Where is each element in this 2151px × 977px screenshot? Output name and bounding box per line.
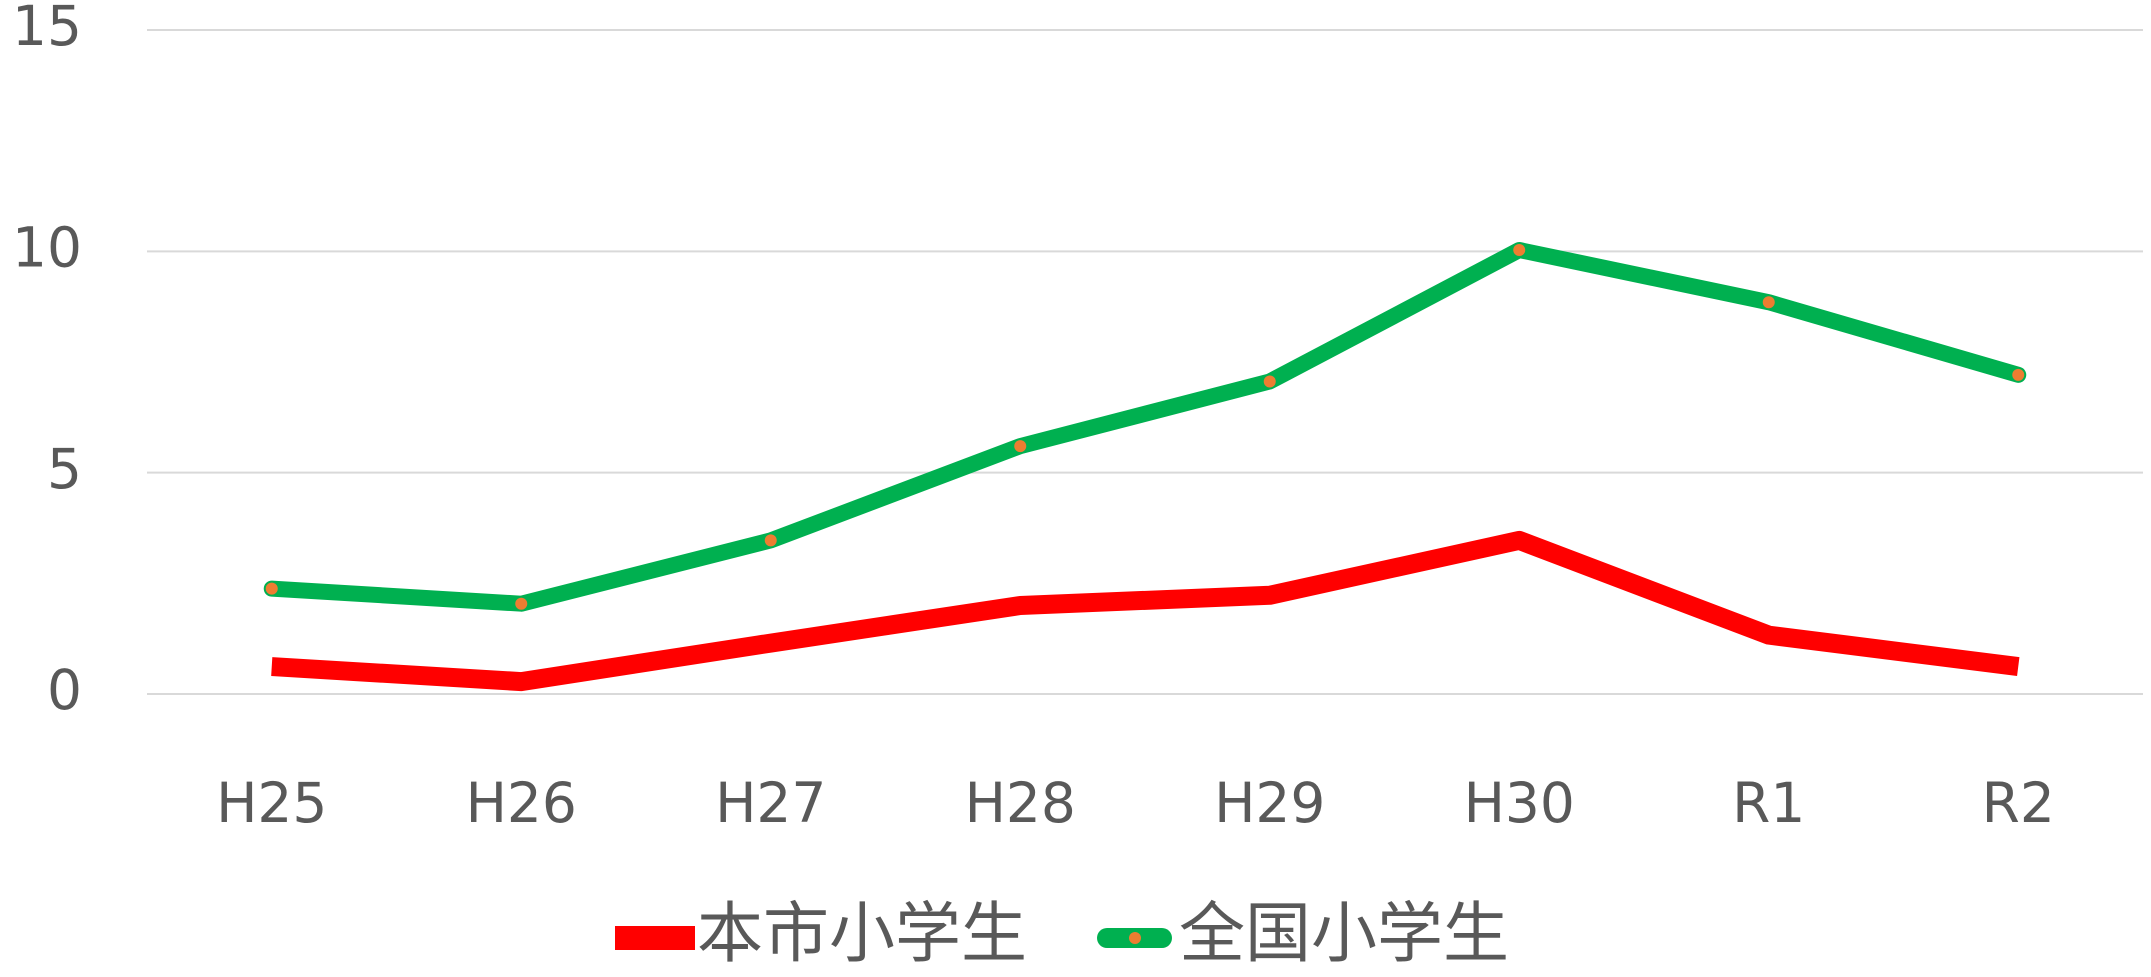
legend-swatch (615, 926, 695, 950)
x-tick-label: R2 (1982, 771, 2055, 835)
legend-marker (1129, 932, 1141, 944)
legend-label: 本市小学生 (697, 895, 1027, 972)
x-tick-label: H26 (466, 771, 577, 835)
x-tick-label: H28 (965, 771, 1076, 835)
x-tick-label: H30 (1464, 771, 1575, 835)
legend-label: 全国小学生 (1179, 895, 1509, 972)
point-marker (1762, 296, 1775, 309)
x-tick-label: H29 (1214, 771, 1325, 835)
point-marker (1263, 375, 1276, 388)
x-tick-label: H25 (216, 771, 327, 835)
point-marker (1014, 440, 1027, 453)
y-tick-label: 5 (47, 437, 82, 501)
y-tick-label: 0 (47, 658, 82, 722)
point-marker (764, 534, 777, 547)
series-line (271, 530, 2020, 692)
point-marker (2012, 368, 2025, 381)
x-tick-label: R1 (1732, 771, 1805, 835)
y-tick-label: 15 (12, 0, 82, 58)
point-marker (265, 582, 278, 595)
y-tick-label: 10 (12, 215, 82, 279)
point-marker (1513, 244, 1526, 257)
point-marker (515, 597, 528, 610)
series-line (263, 242, 2027, 612)
x-tick-label: H27 (715, 771, 826, 835)
